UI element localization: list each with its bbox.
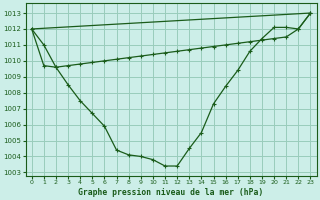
X-axis label: Graphe pression niveau de la mer (hPa): Graphe pression niveau de la mer (hPa) <box>78 188 264 197</box>
